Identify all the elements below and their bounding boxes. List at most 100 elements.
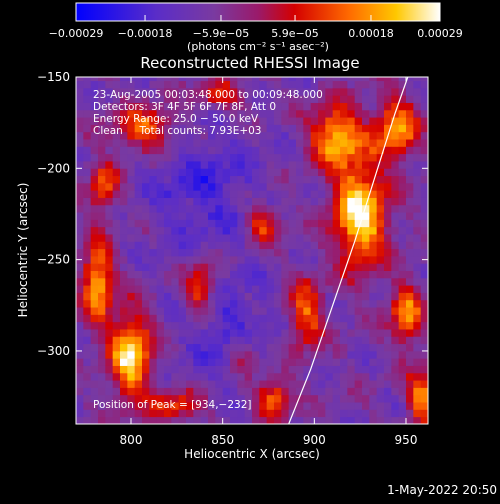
heatmap-cell: [98, 358, 106, 366]
heatmap-cell: [208, 153, 216, 162]
heatmap-cell: [310, 168, 319, 177]
heatmap-cell: [347, 95, 356, 103]
heatmap-cell: [200, 204, 209, 213]
heatmap-cell: [347, 402, 356, 410]
heatmap-cell: [384, 285, 392, 293]
heatmap-cell: [266, 321, 275, 330]
heatmap-cell: [296, 168, 304, 177]
heatmap-cell: [156, 270, 165, 279]
heatmap-cell: [149, 402, 158, 410]
heatmap-cell: [149, 87, 158, 96]
heatmap-cell: [398, 314, 407, 323]
heatmap-cell: [354, 387, 363, 396]
heatmap-cell: [340, 394, 348, 403]
heatmap-cell: [171, 358, 180, 366]
heatmap-cell: [164, 292, 172, 301]
heatmap-cell: [171, 80, 180, 89]
heatmap-cell: [164, 394, 172, 403]
heatmap-cell: [105, 285, 114, 293]
heatmap-cell: [274, 80, 282, 89]
heatmap-cell: [369, 314, 378, 323]
heatmap-cell: [112, 87, 121, 96]
heatmap-cell: [310, 255, 319, 264]
heatmap-cell: [325, 321, 334, 330]
heatmap-cell: [178, 285, 187, 293]
heatmap-cell: [90, 168, 99, 177]
heatmap-cell: [193, 234, 202, 242]
heatmap-cell: [332, 168, 341, 177]
heatmap-cell: [127, 394, 136, 403]
heatmap-cell: [178, 372, 187, 381]
heatmap-cell: [244, 161, 253, 169]
heatmap-cell: [391, 124, 400, 133]
heatmap-cell: [281, 234, 290, 242]
heatmap-cell: [318, 95, 326, 103]
heatmap-cell: [171, 212, 180, 220]
heatmap-cell: [164, 168, 172, 177]
heatmap-cell: [222, 87, 231, 96]
heatmap-cell: [120, 248, 128, 257]
heatmap-cell: [171, 285, 180, 293]
heatmap-cell: [398, 109, 407, 118]
heatmap-cell: [288, 292, 297, 301]
heatmap-cell: [362, 153, 370, 162]
heatmap-cell: [171, 87, 180, 96]
heatmap-cell: [325, 109, 334, 118]
heatmap-cell: [413, 299, 422, 308]
heatmap-cell: [310, 321, 319, 330]
heatmap-cell: [120, 80, 128, 89]
heatmap-cell: [420, 212, 428, 220]
heatmap-cell: [98, 343, 106, 352]
heatmap-cell: [230, 409, 238, 418]
heatmap-cell: [332, 416, 341, 424]
heatmap-cell: [215, 146, 224, 155]
heatmap-cell: [420, 139, 428, 147]
heatmap-cell: [156, 168, 165, 177]
heatmap-cell: [76, 314, 84, 323]
heatmap-cell: [296, 87, 304, 96]
heatmap-cell: [362, 109, 370, 118]
heatmap-cell: [354, 102, 363, 111]
heatmap-cell: [310, 329, 319, 337]
heatmap-cell: [178, 241, 187, 250]
heatmap-cell: [230, 394, 238, 403]
heatmap-cell: [340, 234, 348, 242]
heatmap-cell: [134, 321, 143, 330]
heatmap-cell: [398, 197, 407, 206]
heatmap-cell: [200, 80, 209, 89]
heatmap-cell: [406, 168, 414, 177]
heatmap-cell: [413, 314, 422, 323]
heatmap-cell: [332, 343, 341, 352]
heatmap-cell: [156, 226, 165, 235]
heatmap-cell: [325, 387, 334, 396]
heatmap-cell: [105, 197, 114, 206]
y-tick-label: −250: [37, 253, 70, 267]
heatmap-cell: [98, 146, 106, 155]
heatmap-cell: [215, 204, 224, 213]
heatmap-cell: [156, 139, 165, 147]
heatmap-cell: [252, 182, 260, 191]
heatmap-cell: [266, 87, 275, 96]
heatmap-cell: [384, 387, 392, 396]
heatmap-cell: [274, 87, 282, 96]
heatmap-cell: [186, 292, 194, 301]
heatmap-cell: [76, 212, 84, 220]
heatmap-cell: [281, 168, 290, 177]
heatmap-cell: [193, 358, 202, 366]
heatmap-cell: [259, 124, 268, 133]
heatmap-cell: [215, 117, 224, 125]
heatmap-cell: [259, 277, 268, 286]
heatmap-cell: [90, 175, 99, 184]
heatmap-cell: [215, 109, 224, 118]
heatmap-cell: [362, 117, 370, 125]
heatmap-cell: [376, 394, 385, 403]
heatmap-cell: [215, 350, 224, 359]
heatmap-cell: [288, 182, 297, 191]
heatmap-cell: [288, 153, 297, 162]
heatmap-cell: [83, 350, 92, 359]
heatmap-cell: [237, 307, 246, 315]
heatmap-cell: [208, 394, 216, 403]
heatmap-cell: [200, 343, 209, 352]
heatmap-cell: [156, 365, 165, 374]
heatmap-cell: [186, 226, 194, 235]
